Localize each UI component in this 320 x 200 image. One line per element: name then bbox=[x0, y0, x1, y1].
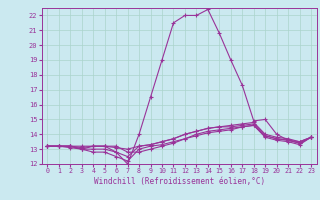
X-axis label: Windchill (Refroidissement éolien,°C): Windchill (Refroidissement éolien,°C) bbox=[94, 177, 265, 186]
